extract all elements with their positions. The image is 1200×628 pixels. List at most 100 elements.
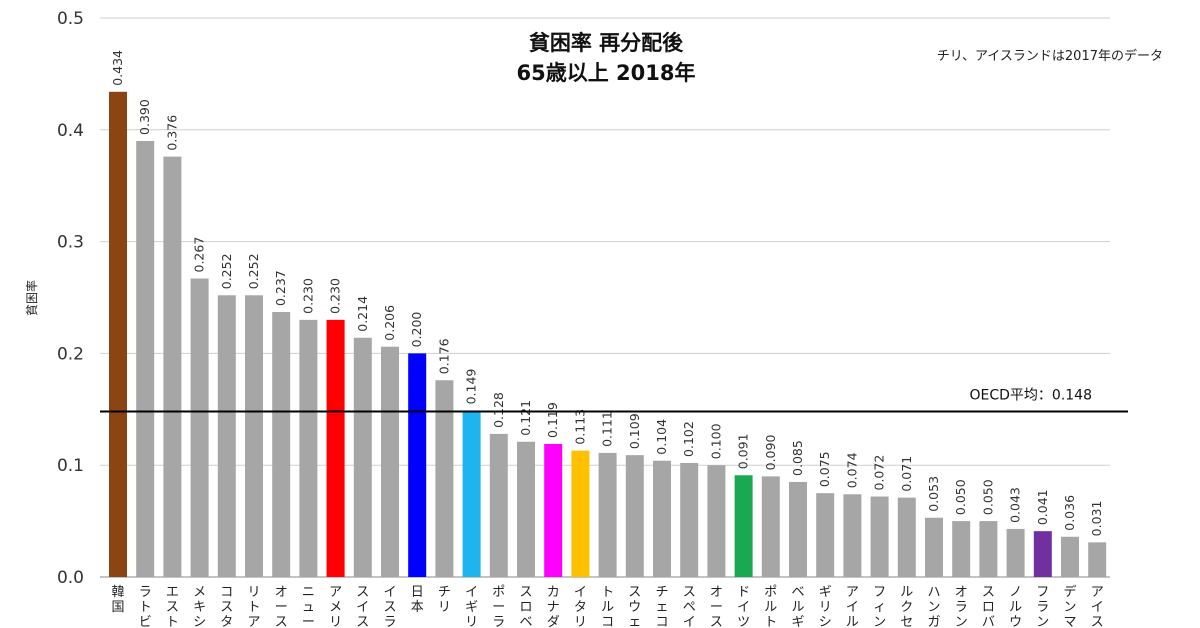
bars	[109, 91, 1107, 578]
y-tick-label: 0.4	[57, 121, 84, 141]
bar	[843, 494, 862, 577]
value-label: 0.036	[1062, 495, 1077, 531]
category-label: フィン	[873, 585, 886, 628]
bar	[408, 353, 427, 577]
value-label: 0.031	[1089, 501, 1104, 537]
category-label: トルコ	[601, 585, 614, 628]
value-label: 0.176	[436, 338, 451, 374]
bar	[353, 337, 372, 577]
bar	[598, 452, 617, 577]
category-label: カナダ	[547, 585, 560, 628]
category-label: メキシ	[193, 585, 206, 628]
category-label: アイル	[846, 585, 859, 628]
bar	[462, 410, 481, 577]
value-label: 0.149	[464, 369, 479, 405]
value-label: 0.252	[246, 253, 261, 289]
value-label: 0.111	[600, 411, 615, 447]
value-label: 0.230	[300, 278, 315, 314]
category-label: スロバ	[982, 585, 995, 628]
value-label: 0.050	[980, 479, 995, 515]
value-label: 0.128	[491, 392, 506, 428]
value-label: 0.041	[1035, 489, 1050, 525]
value-label: 0.206	[382, 305, 397, 341]
value-label: 0.090	[763, 435, 778, 471]
category-label: チリ	[438, 585, 451, 615]
bar	[952, 521, 971, 577]
y-tick-label: 0.3	[57, 233, 84, 253]
value-label: 0.074	[844, 452, 859, 488]
category-label: デンマ	[1063, 584, 1076, 628]
value-label: 0.237	[273, 270, 288, 306]
value-label: 0.100	[708, 423, 723, 459]
category-label: アメリ	[329, 585, 342, 628]
category-label: ノルウ	[1009, 585, 1022, 628]
bar	[979, 521, 998, 577]
bar	[272, 312, 291, 577]
bar	[245, 295, 263, 577]
category-label: オラン	[955, 585, 968, 628]
category-label: ルクセ	[900, 585, 913, 628]
category-label: ベルギ	[791, 585, 804, 628]
category-label: フラン	[1036, 585, 1049, 628]
value-label: 0.230	[328, 278, 343, 314]
bar	[925, 517, 943, 577]
bar	[1061, 536, 1079, 577]
bar	[517, 441, 535, 577]
category-label: アイス	[1091, 585, 1104, 628]
y-tick-label: 0.1	[57, 456, 84, 476]
y-tick-label: 0.5	[57, 9, 84, 29]
value-label: 0.071	[899, 456, 914, 492]
bar	[734, 475, 753, 577]
category-label: ハンガ	[927, 585, 940, 628]
category-label: エスト	[166, 585, 179, 628]
category-label: イタリ	[574, 585, 587, 628]
bar	[217, 295, 236, 577]
category-label: 日本	[411, 585, 424, 615]
category-label: スイス	[356, 585, 369, 628]
category-label: ニュー	[302, 585, 315, 628]
y-axis-label: 貧困率	[24, 280, 39, 316]
oecd-average-label: OECD平均：0.148	[970, 388, 1093, 404]
value-label: 0.390	[137, 99, 152, 135]
bar	[435, 380, 454, 577]
bar	[326, 319, 345, 577]
y-axis-ticks: 0.0 0.1 0.2 0.3 0.4 0.5	[57, 9, 84, 588]
bar	[870, 496, 889, 577]
value-label: 0.102	[681, 421, 696, 457]
category-label: チェコ	[655, 585, 668, 628]
bar	[381, 346, 399, 577]
bar	[136, 140, 155, 578]
value-label: 0.376	[164, 115, 179, 151]
category-label: リトア	[247, 585, 260, 628]
bar	[816, 493, 835, 577]
bar	[109, 91, 127, 578]
bar	[489, 433, 508, 577]
category-label: オース	[710, 585, 723, 628]
bar	[680, 462, 699, 577]
value-label: 0.053	[926, 476, 941, 512]
category-label: スロベ	[519, 585, 532, 628]
value-label: 0.119	[545, 402, 560, 438]
value-label: 0.434	[110, 50, 125, 86]
value-label: 0.109	[627, 413, 642, 449]
category-label: スウェ	[628, 585, 641, 628]
bar	[190, 278, 209, 577]
category-label: コスタ	[220, 585, 233, 628]
bar	[1033, 531, 1052, 577]
bar	[1006, 528, 1025, 577]
value-label: 0.091	[736, 433, 751, 469]
chart-subtitle: 65歳以上 2018年	[517, 61, 696, 85]
category-label: オース	[275, 585, 288, 628]
value-label: 0.252	[219, 253, 234, 289]
chart-title: 貧困率 再分配後	[529, 31, 684, 55]
value-label: 0.121	[518, 400, 533, 436]
bar	[897, 497, 916, 577]
category-label: イスラ	[383, 585, 396, 628]
category-label: ポーラ	[492, 585, 505, 628]
bar	[761, 476, 780, 577]
bar	[1088, 542, 1107, 577]
bar	[707, 465, 726, 577]
category-label: イギリ	[465, 585, 478, 628]
